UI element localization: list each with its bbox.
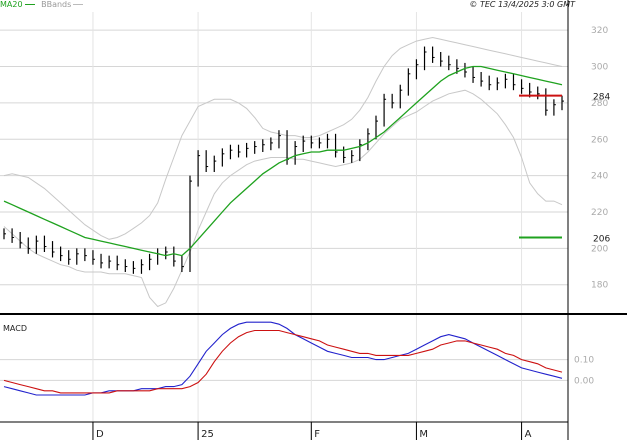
date-label: D: [96, 429, 104, 440]
date-label: 25: [201, 429, 214, 440]
copyright-text: © TEC 13/4/2025 3:0 GMT: [469, 0, 575, 9]
date-label: A: [525, 429, 532, 440]
level-marker-label: 206: [593, 234, 610, 244]
date-label: F: [314, 429, 320, 440]
macd-series-signal: [3, 329, 563, 394]
price-tick-label: 280: [591, 99, 608, 109]
level-marker-label: 284: [593, 93, 610, 103]
bb-upper-line: [3, 36, 563, 240]
macd-panel-title: MACD: [3, 324, 27, 333]
macd-tick-label: 0.00: [574, 376, 594, 386]
price-tick-label: 300: [591, 63, 608, 73]
chart-legend: MA20 BBands: [0, 0, 85, 9]
price-tick-label: 180: [591, 281, 608, 291]
price-tick-label: 260: [591, 135, 608, 145]
macd-tick-label: 0.10: [574, 356, 594, 366]
legend-bbands: BBands: [41, 0, 72, 9]
legend-ma20: MA20: [0, 0, 23, 9]
legend-bbands-swatch: [73, 4, 84, 5]
price-tick-label: 200: [591, 244, 608, 254]
price-tick-label: 240: [591, 172, 608, 182]
price-tick-label: 220: [591, 208, 608, 218]
ma20-line: [3, 65, 563, 257]
legend-ma20-swatch: [24, 4, 35, 5]
date-label: M: [419, 429, 428, 440]
bb-lower-line: [3, 89, 563, 308]
price-tick-label: 320: [591, 26, 608, 36]
price-panel-bg: [0, 12, 568, 312]
macd-series-macd: [3, 321, 563, 396]
